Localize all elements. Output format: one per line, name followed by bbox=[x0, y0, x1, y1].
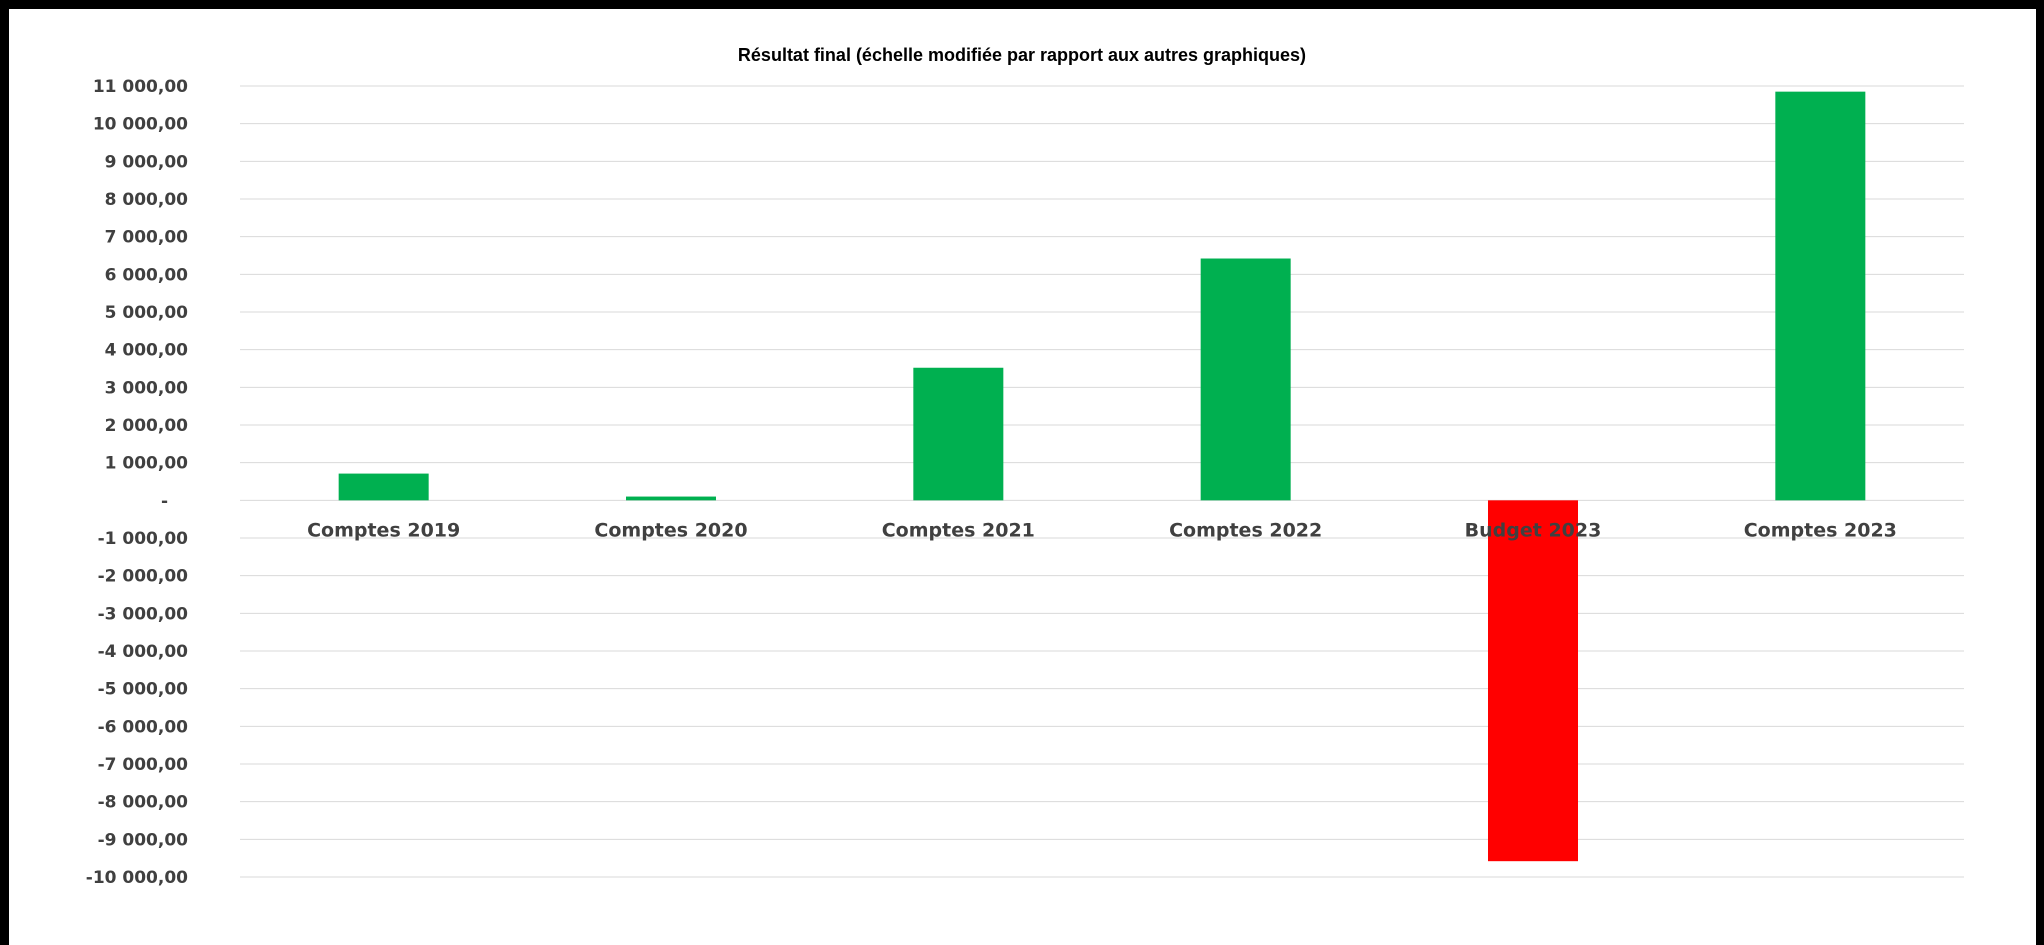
y-tick-label: 4 000,00 bbox=[105, 341, 189, 361]
y-tick-label: 11 000,00 bbox=[93, 77, 188, 97]
x-category-label: Comptes 2020 bbox=[594, 519, 747, 541]
x-category-label: Comptes 2022 bbox=[1169, 519, 1322, 541]
gridlines bbox=[240, 85, 1964, 878]
x-category-label: Comptes 2023 bbox=[1744, 519, 1897, 541]
y-tick-label: -5 000,00 bbox=[98, 680, 189, 700]
y-tick-label: 7 000,00 bbox=[105, 228, 189, 248]
y-tick-label: 10 000,00 bbox=[93, 115, 188, 135]
x-category-label: Comptes 2019 bbox=[307, 519, 460, 541]
y-tick-label: 8 000,00 bbox=[105, 190, 189, 210]
y-tick-label: 3 000,00 bbox=[105, 378, 189, 398]
bar-budget-2023 bbox=[1488, 500, 1578, 862]
bar-comptes-2021 bbox=[913, 367, 1004, 501]
y-tick-label: 2 000,00 bbox=[105, 416, 189, 436]
y-tick-label: -9 000,00 bbox=[98, 830, 189, 850]
y-tick-label: -4 000,00 bbox=[98, 642, 189, 662]
y-tick-label: -3 000,00 bbox=[98, 604, 189, 624]
y-axis-ticks: 11 000,00 10 000,00 9 000,00 8 000,00 7 000,… bbox=[86, 77, 188, 888]
y-tick-label: 5 000,00 bbox=[105, 303, 189, 323]
bar-comptes-2022 bbox=[1200, 258, 1291, 501]
y-tick-label: -2 000,00 bbox=[98, 567, 189, 587]
bar-comptes-2023 bbox=[1775, 91, 1866, 501]
y-tick-label: 1 000,00 bbox=[105, 454, 189, 474]
x-category-label: Comptes 2021 bbox=[882, 519, 1035, 541]
y-tick-label: -1 000,00 bbox=[98, 529, 189, 549]
bars bbox=[338, 91, 1866, 862]
y-tick-label: -7 000,00 bbox=[98, 755, 189, 775]
bar-comptes-2020 bbox=[626, 496, 716, 501]
chart-title: Résultat final (échelle modifiée par rap… bbox=[738, 45, 1306, 65]
y-tick-label: 9 000,00 bbox=[105, 152, 189, 172]
x-category-label: Budget 2023 bbox=[1465, 519, 1602, 541]
y-tick-label: -8 000,00 bbox=[98, 793, 189, 813]
y-tick-label: - bbox=[161, 491, 168, 511]
y-tick-label: 6 000,00 bbox=[105, 265, 189, 285]
y-tick-label: -6 000,00 bbox=[98, 717, 189, 737]
y-tick-label: -10 000,00 bbox=[86, 868, 188, 888]
bar-comptes-2019 bbox=[338, 473, 429, 501]
x-axis-labels: Comptes 2019 Comptes 2020 Comptes 2021 Comp… bbox=[307, 519, 1897, 541]
